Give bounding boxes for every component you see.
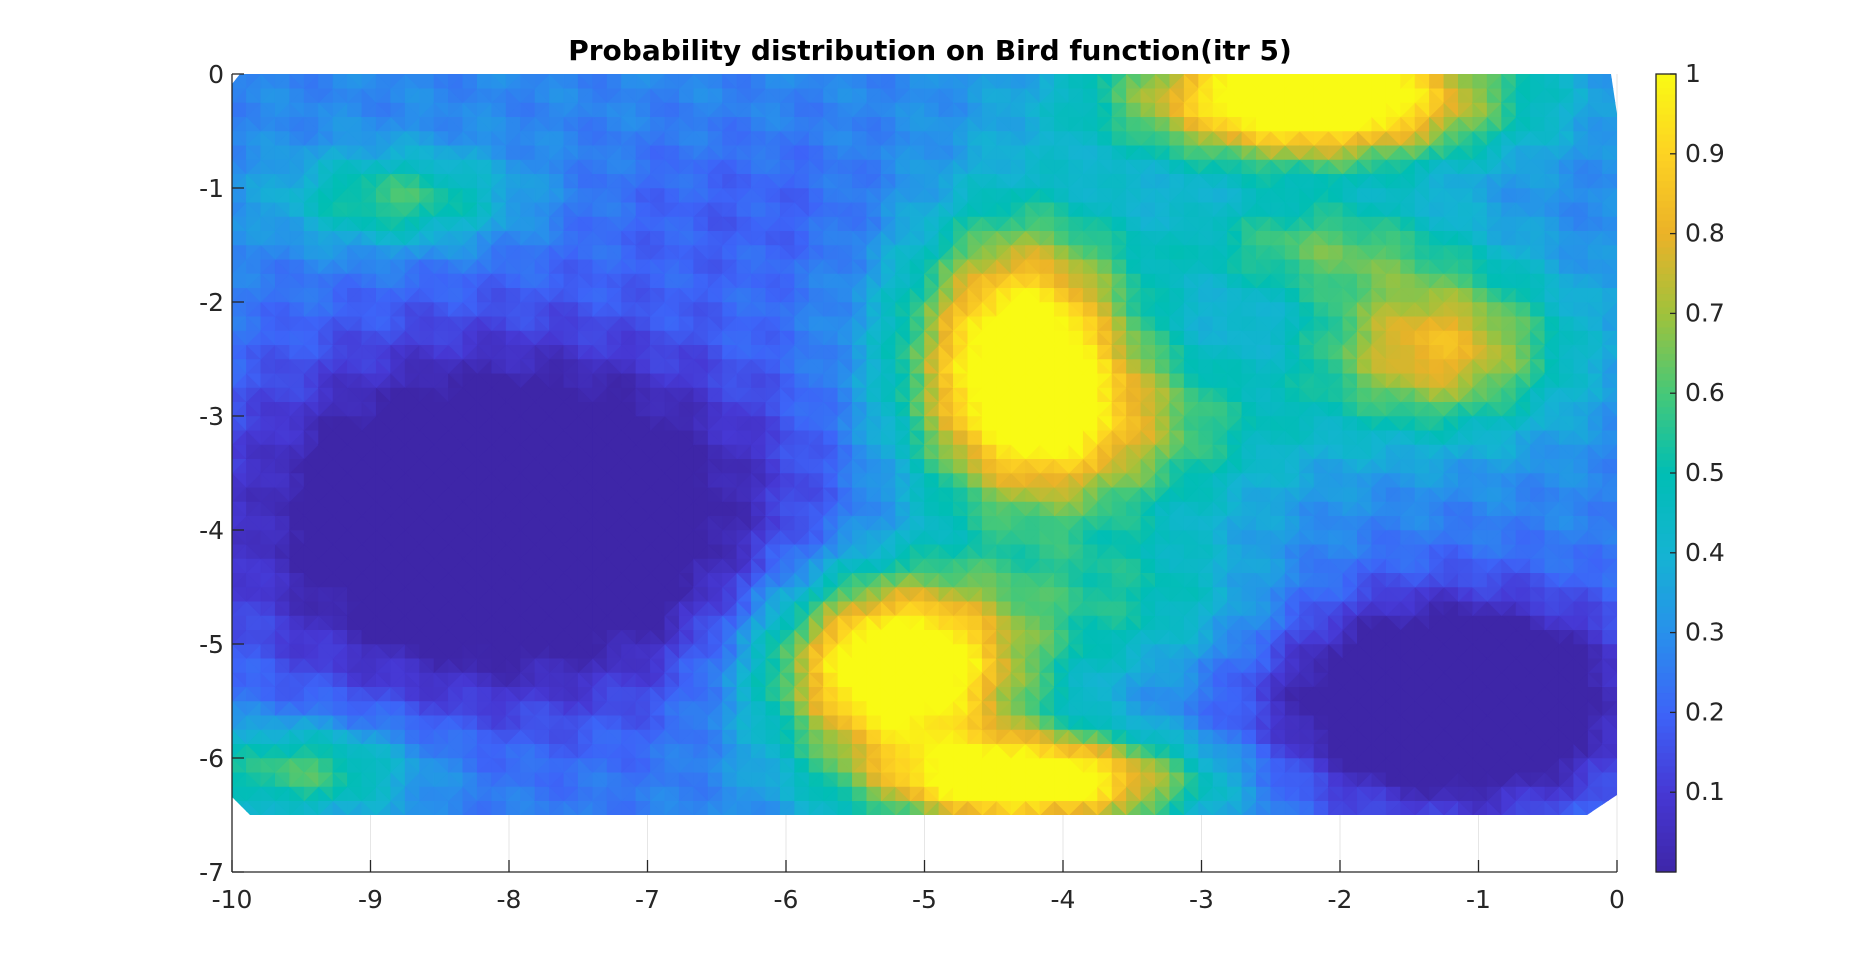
surface-cell	[246, 74, 262, 89]
probability-surface	[232, 74, 1617, 815]
chart-title: Probability distribution on Bird functio…	[568, 34, 1292, 67]
surface-cell	[303, 74, 320, 89]
surface-cell	[332, 74, 349, 89]
plot-area: -10 -9 -8 -7 -6 -5 -4 -3 -2 -1 0 0-1-2-3-4-5-6-7	[199, 60, 1625, 914]
surface-cell	[274, 74, 291, 89]
